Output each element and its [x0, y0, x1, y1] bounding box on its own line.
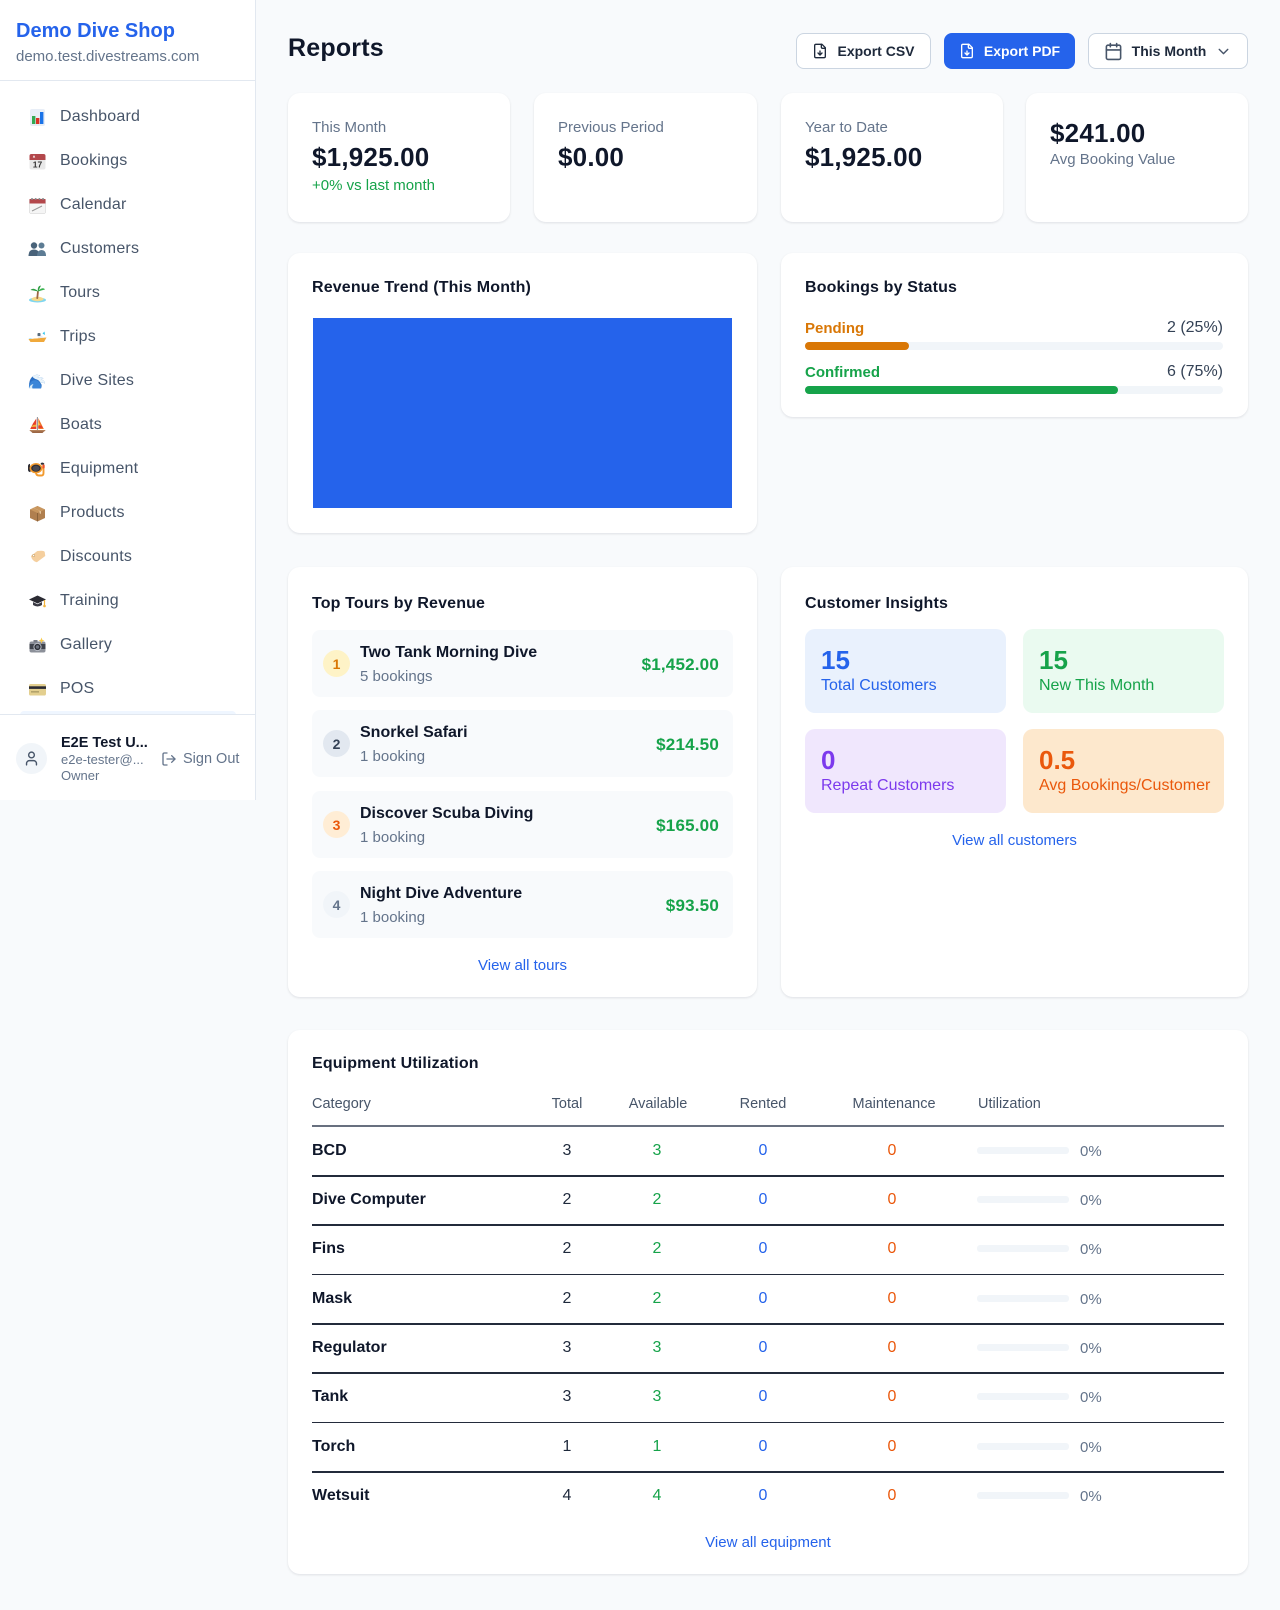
- svg-text:17: 17: [33, 159, 43, 169]
- svg-text:▲: ▲: [32, 153, 36, 158]
